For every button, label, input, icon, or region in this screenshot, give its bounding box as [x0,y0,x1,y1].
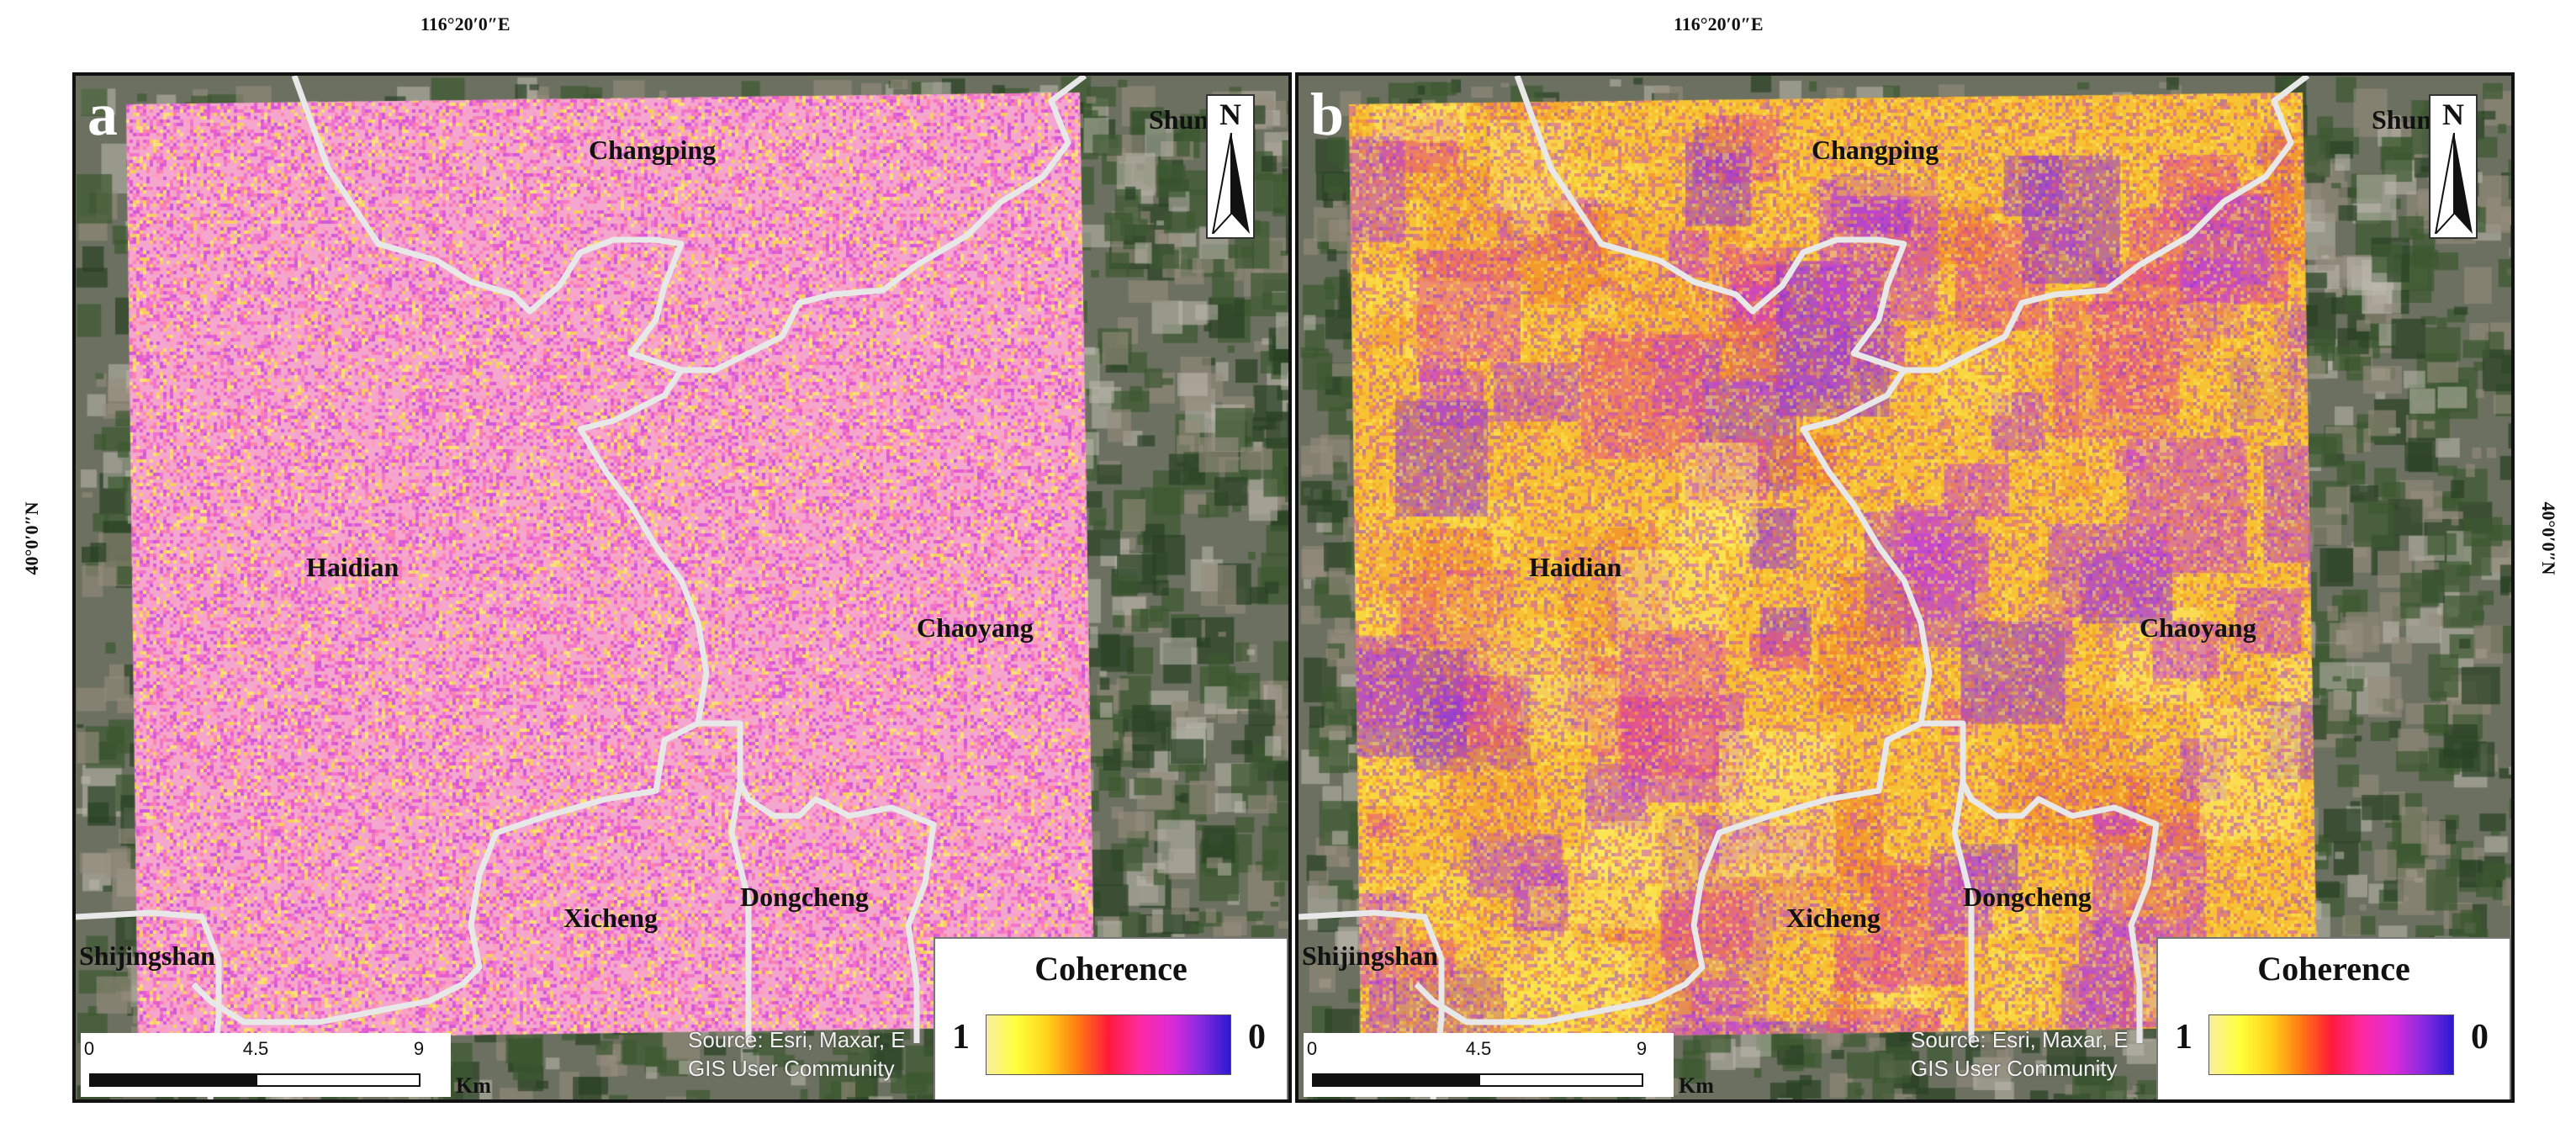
legend-low-label: 0 [1248,1018,1266,1057]
credits-line-1: Source: Esri, Maxar, E [688,1027,906,1052]
district-label-xicheng: Xicheng [1786,903,1880,933]
legend-high-label: 1 [2175,1018,2193,1057]
coherence-legend: Coherence 1 0 [934,937,1288,1099]
map-credits: Source: Esri, Maxar, E GIS User Communit… [688,1026,906,1083]
legend-color-ramp [2208,1014,2454,1075]
district-label-shijingshan: Shijingshan [1302,940,1438,971]
credits-line-1: Source: Esri, Maxar, E [1911,1027,2129,1052]
scale-tick-2: 9 [1636,1038,1648,1059]
legend-color-ramp [986,1014,1231,1075]
panel-letter: a [87,81,118,148]
district-label-haidian: Haidian [306,552,399,582]
scale-tick-1: 4.5 [1465,1038,1492,1059]
district-label-shijingshan: Shijingshan [79,940,215,971]
district-boundaries [76,76,1087,1099]
longitude-label-a: 116°20′0″E [421,13,510,34]
district-label-changping: Changping [589,135,717,165]
legend-high-label: 1 [952,1018,970,1057]
district-label-xicheng: Xicheng [563,903,658,933]
scale-bar-black [89,1073,257,1087]
legend-title: Coherence [1034,950,1187,988]
district-label-chaoyang: Chaoyang [917,612,1034,643]
latitude-label-left: 40°0′0″N [21,501,42,575]
scale-unit: Km [1679,1073,1714,1098]
scale-tick-0: 0 [1306,1038,1318,1059]
scale-unit: Km [456,1073,491,1098]
scale-bar-white [1478,1073,1643,1087]
district-boundaries [1299,76,2310,1099]
district-label-haidian: Haidian [1529,552,1622,582]
legend-title: Coherence [2257,950,2410,988]
district-label-changping: Changping [1812,135,1939,165]
north-arrow: N [1206,94,1255,239]
map-panel-a: a Changping Haidian Chaoyang Xicheng Don… [72,72,1292,1103]
scale-bar-black [1312,1073,1480,1087]
latitude-label-right: 40°0′0″N [2538,501,2559,575]
north-label: N [2442,98,2464,131]
panel-letter: b [1310,81,1345,148]
north-arrow: N [2429,94,2478,239]
district-label-chaoyang: Chaoyang [2140,612,2256,643]
scale-bar: 0 4.5 9 [1304,1033,1674,1097]
district-label-dongcheng: Dongcheng [1963,882,2092,912]
north-arrow-icon [2434,133,2473,234]
credits-line-2: GIS User Community [1911,1055,2118,1081]
scale-tick-2: 9 [413,1038,425,1059]
scale-bar: 0 4.5 9 [81,1033,451,1097]
district-label-dongcheng: Dongcheng [740,882,869,912]
map-credits: Source: Esri, Maxar, E GIS User Communit… [1911,1026,2129,1083]
scale-bar-white [256,1073,421,1087]
legend-low-label: 0 [2471,1018,2489,1057]
longitude-label-b: 116°20′0″E [1674,13,1764,34]
north-label: N [1219,98,1241,131]
scale-tick-1: 4.5 [242,1038,269,1059]
scale-tick-0: 0 [83,1038,95,1059]
map-panel-b: b Changping Haidian Chaoyang Xicheng Don… [1295,72,2515,1103]
credits-line-2: GIS User Community [688,1055,895,1081]
coherence-legend: Coherence 1 0 [2156,937,2511,1099]
north-arrow-icon [1211,133,1250,234]
